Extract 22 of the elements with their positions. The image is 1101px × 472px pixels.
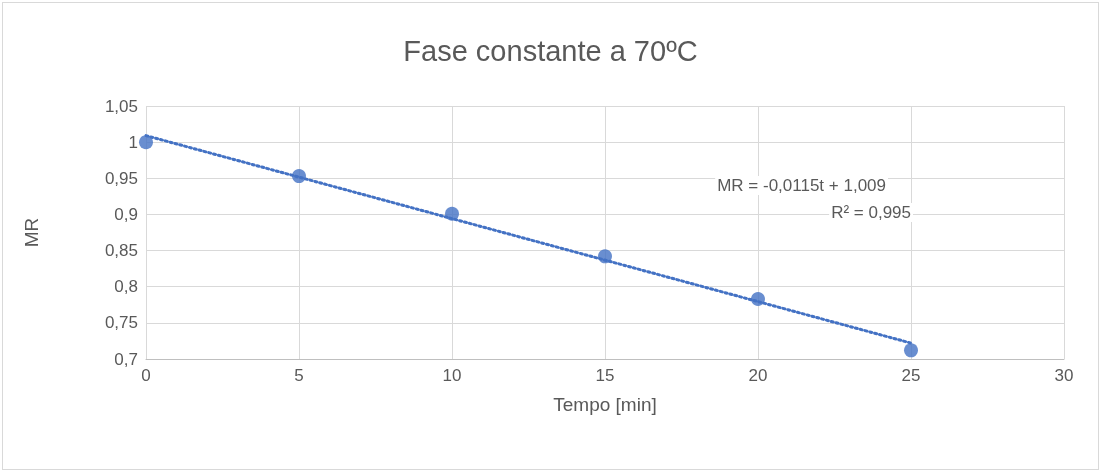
x-tick-label: 5 [294,366,304,385]
y-tick-label: 1 [128,132,138,152]
x-tick-label: 25 [901,366,921,385]
y-tick-label: 1,05 [104,96,138,116]
x-tick-label: 15 [595,366,615,385]
y-tick-label: 0,8 [114,277,138,297]
y-tick-label: 0,7 [114,349,138,369]
y-tick-label: 0,75 [104,313,138,333]
x-axis-title: Tempo [min] [553,394,657,415]
chart-title: Fase constante a 70ºC [403,34,698,67]
point [139,135,153,150]
annotation: R² = 0,995 [831,203,911,222]
y-axis-title: MR [21,217,42,248]
y-tick-label: 0,9 [114,204,138,224]
x-tick-label: 20 [748,366,768,385]
x-tick-label: 10 [442,366,462,385]
y-tick-label: 0,95 [104,168,138,188]
x-tick-label: 0 [141,366,151,385]
x-tick-label: 30 [1054,366,1074,385]
annotation: MR = -0,0115t + 1,009 [717,176,887,195]
y-tick-label: 0,85 [104,241,138,261]
point [904,343,918,358]
